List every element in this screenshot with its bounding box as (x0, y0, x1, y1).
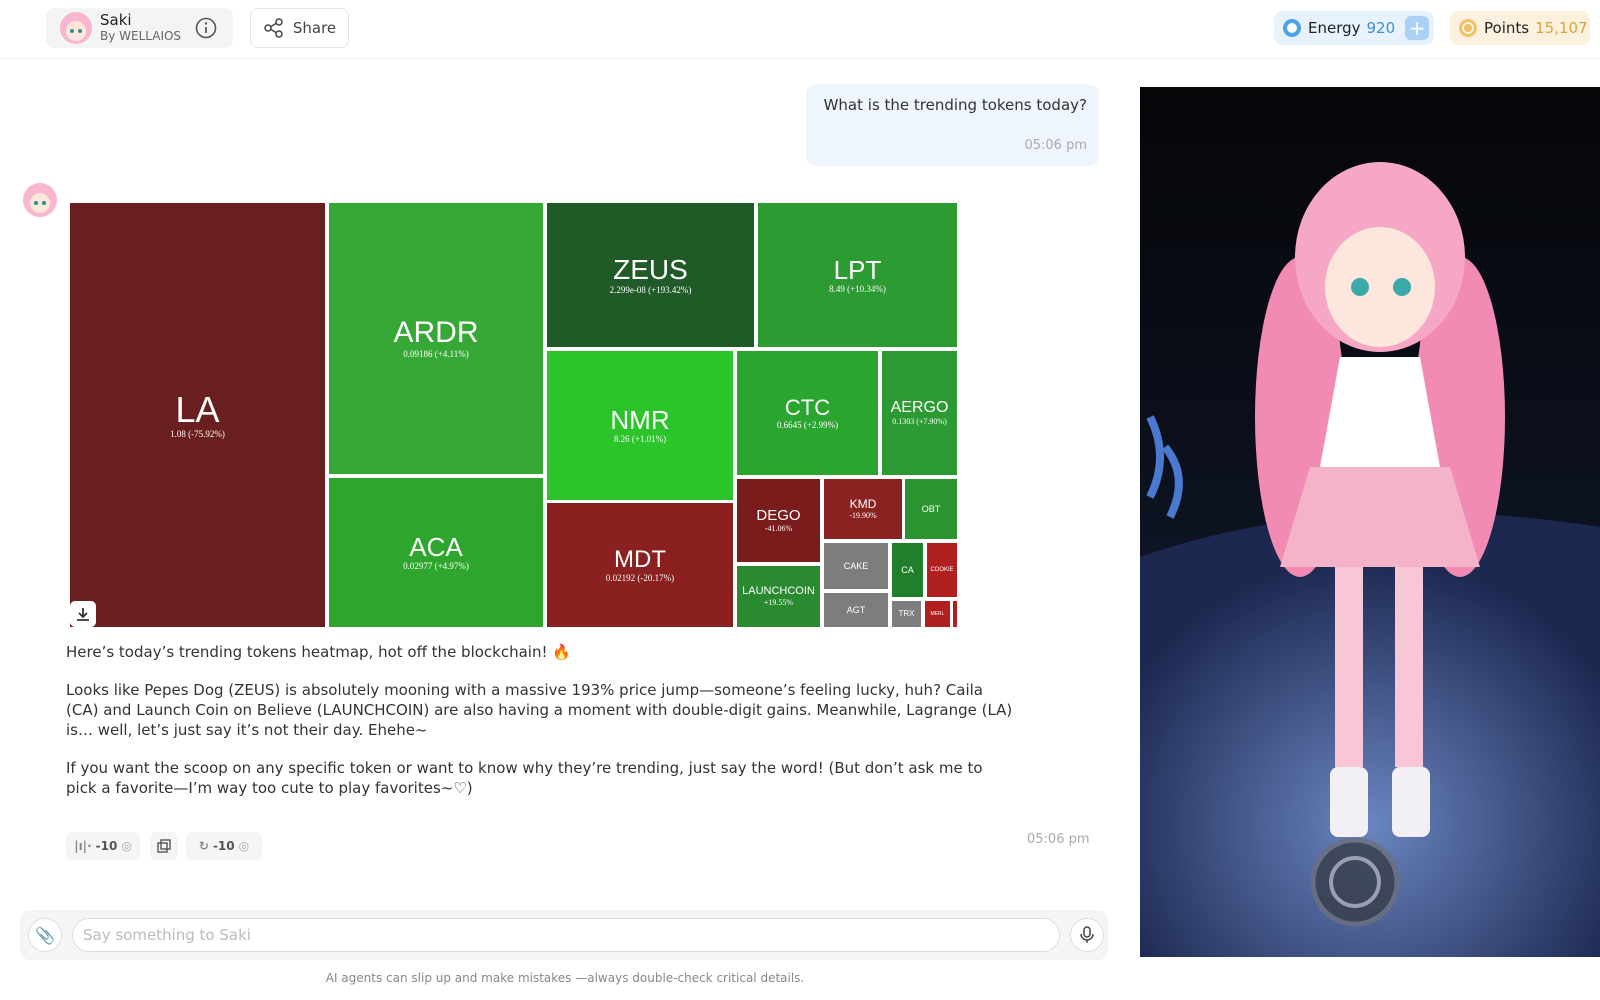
heatmap-tile: COOKIE (927, 543, 957, 597)
info-icon[interactable] (195, 17, 217, 39)
tile-symbol: KMD (849, 497, 877, 511)
points-value: 15,107 (1535, 19, 1588, 37)
points-icon (1459, 19, 1477, 37)
reply-paragraph: Here’s today’s trending tokens heatmap, … (66, 643, 571, 661)
tile-detail: 0.1303 (+7.90%) (892, 417, 947, 426)
tile-symbol: OBT (921, 503, 941, 514)
heatmap-tile: MERL (925, 601, 950, 627)
tile-symbol: CAKE (843, 560, 869, 571)
heatmap-tile: LPT 8.49 (+10.34%) (758, 203, 957, 347)
tile-symbol: CA (901, 564, 914, 575)
tile-detail: 8.49 (+10.34%) (829, 283, 886, 294)
reply-paragraph: Looks like Pepes Dog (ZEUS) is absolutel… (66, 681, 1013, 739)
heatmap-tile: CAKE (824, 543, 888, 589)
share-label: Share (292, 19, 337, 37)
user-message: What is the trending tokens today? 05:06… (806, 84, 1099, 166)
heatmap-tile: AERGO 0.1303 (+7.90%) (882, 351, 957, 475)
reply-avatar (23, 183, 57, 217)
user-message-text: What is the trending tokens today? (823, 96, 1087, 114)
heatmap-tile: ZEUS 2.299e-08 (+193.42%) (547, 203, 754, 347)
heatmap-tile: LAUNCHCOIN +19.55% (737, 566, 820, 627)
message-input[interactable]: Say something to Saki (72, 918, 1060, 952)
heatmap-tile: NMR 8.26 (+1.01%) (547, 351, 733, 500)
tile-symbol: ACA (409, 532, 463, 562)
agent-info: Saki By WELLAIOS (100, 12, 181, 44)
voice-action[interactable]: |ı|· -10 ◎ (66, 832, 140, 860)
energy-value: 920 (1366, 19, 1396, 37)
tile-symbol: AERGO (890, 399, 949, 416)
regenerate-action[interactable]: ↻ -10 ◎ (186, 832, 262, 860)
header-divider (0, 58, 1600, 59)
energy-add[interactable]: + (1405, 16, 1430, 40)
user-message-time: 05:06 pm (1024, 138, 1087, 153)
points-pill: Points 15,107 (1450, 11, 1590, 45)
tile-detail: 2.299e-08 (+193.42%) (609, 284, 692, 295)
copy-action[interactable] (150, 832, 178, 860)
agent-name: Saki (100, 11, 132, 29)
share-icon (264, 18, 283, 38)
heatmap-tile: ACA 0.02977 (+4.97%) (329, 478, 543, 627)
heatmap-tile: OBT (905, 479, 957, 539)
heatmap-tile: TRX (892, 601, 921, 627)
tile-symbol: LAUNCHCOIN (742, 585, 815, 597)
tile-detail: 0.02977 (+4.97%) (403, 561, 469, 571)
mic-button[interactable] (1070, 918, 1104, 952)
reply-paragraph: If you want the scoop on any specific to… (66, 759, 983, 797)
regenerate-cost: -10 (212, 839, 235, 853)
heatmap-tile: CA (892, 543, 923, 597)
voice-cost: -10 (95, 839, 118, 853)
tile-symbol: NMR (610, 405, 670, 435)
download-button[interactable] (70, 601, 96, 627)
download-icon (77, 608, 89, 621)
energy-label: Energy (1308, 19, 1361, 37)
share-button[interactable]: Share (250, 8, 349, 48)
points-label: Points (1484, 19, 1530, 37)
heatmap-tile: MDT 0.02192 (-20.17%) (547, 503, 733, 627)
tile-symbol: AGT (846, 604, 866, 615)
tile-detail: 0.02192 (-20.17%) (605, 572, 675, 583)
tile-symbol: MDT (614, 545, 666, 573)
copy-icon (157, 839, 171, 853)
avatar-viewport (1140, 87, 1600, 957)
attach-button[interactable]: 📎 (28, 918, 62, 952)
tile-symbol: COOKIE (930, 567, 954, 573)
tile-symbol: ZEUS (613, 253, 688, 285)
disclaimer: AI agents can slip up and make mistakes … (325, 971, 805, 985)
heatmap-tile: CTC 0.6645 (+2.99%) (737, 351, 878, 475)
tile-detail: -19.90% (849, 511, 877, 520)
tile-symbol: LPT (833, 254, 882, 285)
mic-icon (1080, 926, 1094, 943)
agent-by: By WELLAIOS (100, 29, 182, 43)
tile-detail: 1.08 (-75.92%) (170, 428, 225, 439)
heatmap-tile: KMD -19.90% (824, 479, 902, 539)
reply-time: 05:06 pm (1027, 832, 1090, 847)
input-placeholder: Say something to Saki (83, 926, 251, 944)
tile-detail: +19.55% (763, 598, 794, 607)
tile-symbol: ARDR (393, 316, 479, 349)
agent-pill[interactable]: Saki By WELLAIOS (46, 8, 233, 48)
heatmap-sliver (953, 601, 957, 627)
heatmap-tile: ARDR 0.09186 (+4.11%) (329, 203, 543, 474)
input-bar: 📎 Say something to Saki (20, 910, 1108, 960)
energy-icon (1283, 19, 1301, 37)
tile-symbol: MERL (930, 610, 945, 617)
heatmap-tile: AGT (824, 593, 888, 627)
agent-avatar (60, 12, 92, 44)
tile-detail: 0.09186 (+4.11%) (403, 349, 469, 359)
tile-symbol: LA (175, 388, 220, 430)
tile-symbol: CTC (784, 394, 831, 420)
heatmap-tile: DEGO -41.06% (737, 479, 820, 562)
tile-detail: 0.6645 (+2.99%) (776, 419, 839, 430)
energy-pill: Energy 920 + (1274, 11, 1434, 45)
tile-detail: -41.06% (764, 524, 793, 533)
heatmap-tile: LA 1.08 (-75.92%) (70, 203, 325, 627)
tile-symbol: DEGO (756, 507, 801, 524)
tile-symbol: TRX (898, 609, 915, 618)
tile-detail: 8.26 (+1.01%) (613, 434, 667, 444)
